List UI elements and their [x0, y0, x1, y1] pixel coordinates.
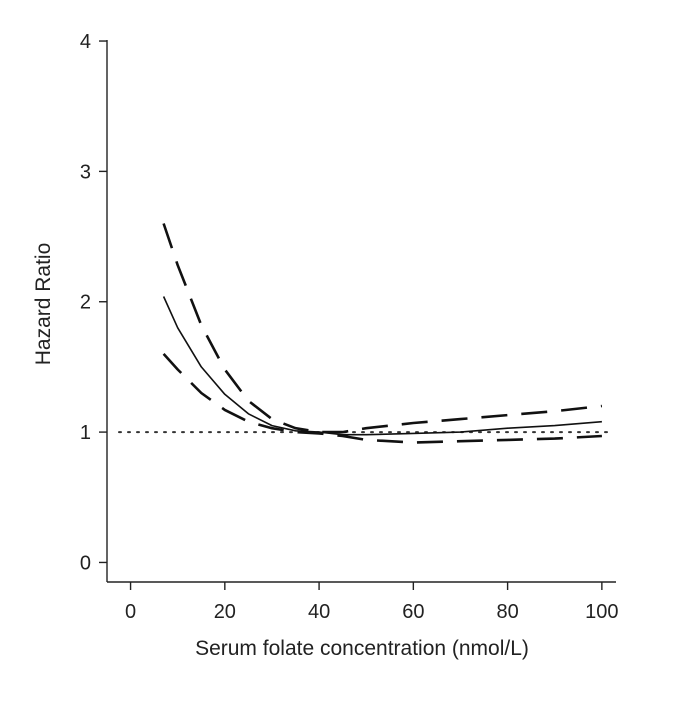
series-line-lower-bound — [162, 353, 602, 444]
y-tick-label: 0 — [80, 552, 91, 574]
x-axis-title: Serum folate concentration (nmol/L) — [195, 637, 529, 660]
y-tick-label: 2 — [80, 292, 91, 314]
x-tick-label: 0 — [125, 601, 136, 623]
x-tick-label: 20 — [214, 601, 236, 623]
series-line-upper-bound — [162, 223, 603, 434]
y-axis-title: Hazard Ratio — [32, 243, 55, 366]
x-tick-label: 40 — [308, 601, 330, 623]
x-tick-label: 80 — [496, 601, 518, 623]
y-tick-label: 1 — [80, 422, 91, 444]
y-tick-label: 4 — [80, 31, 91, 53]
series-layer — [162, 223, 603, 444]
x-tick-label: 60 — [402, 601, 424, 623]
x-tick-label: 100 — [585, 601, 618, 623]
y-tick-label: 3 — [80, 161, 91, 183]
